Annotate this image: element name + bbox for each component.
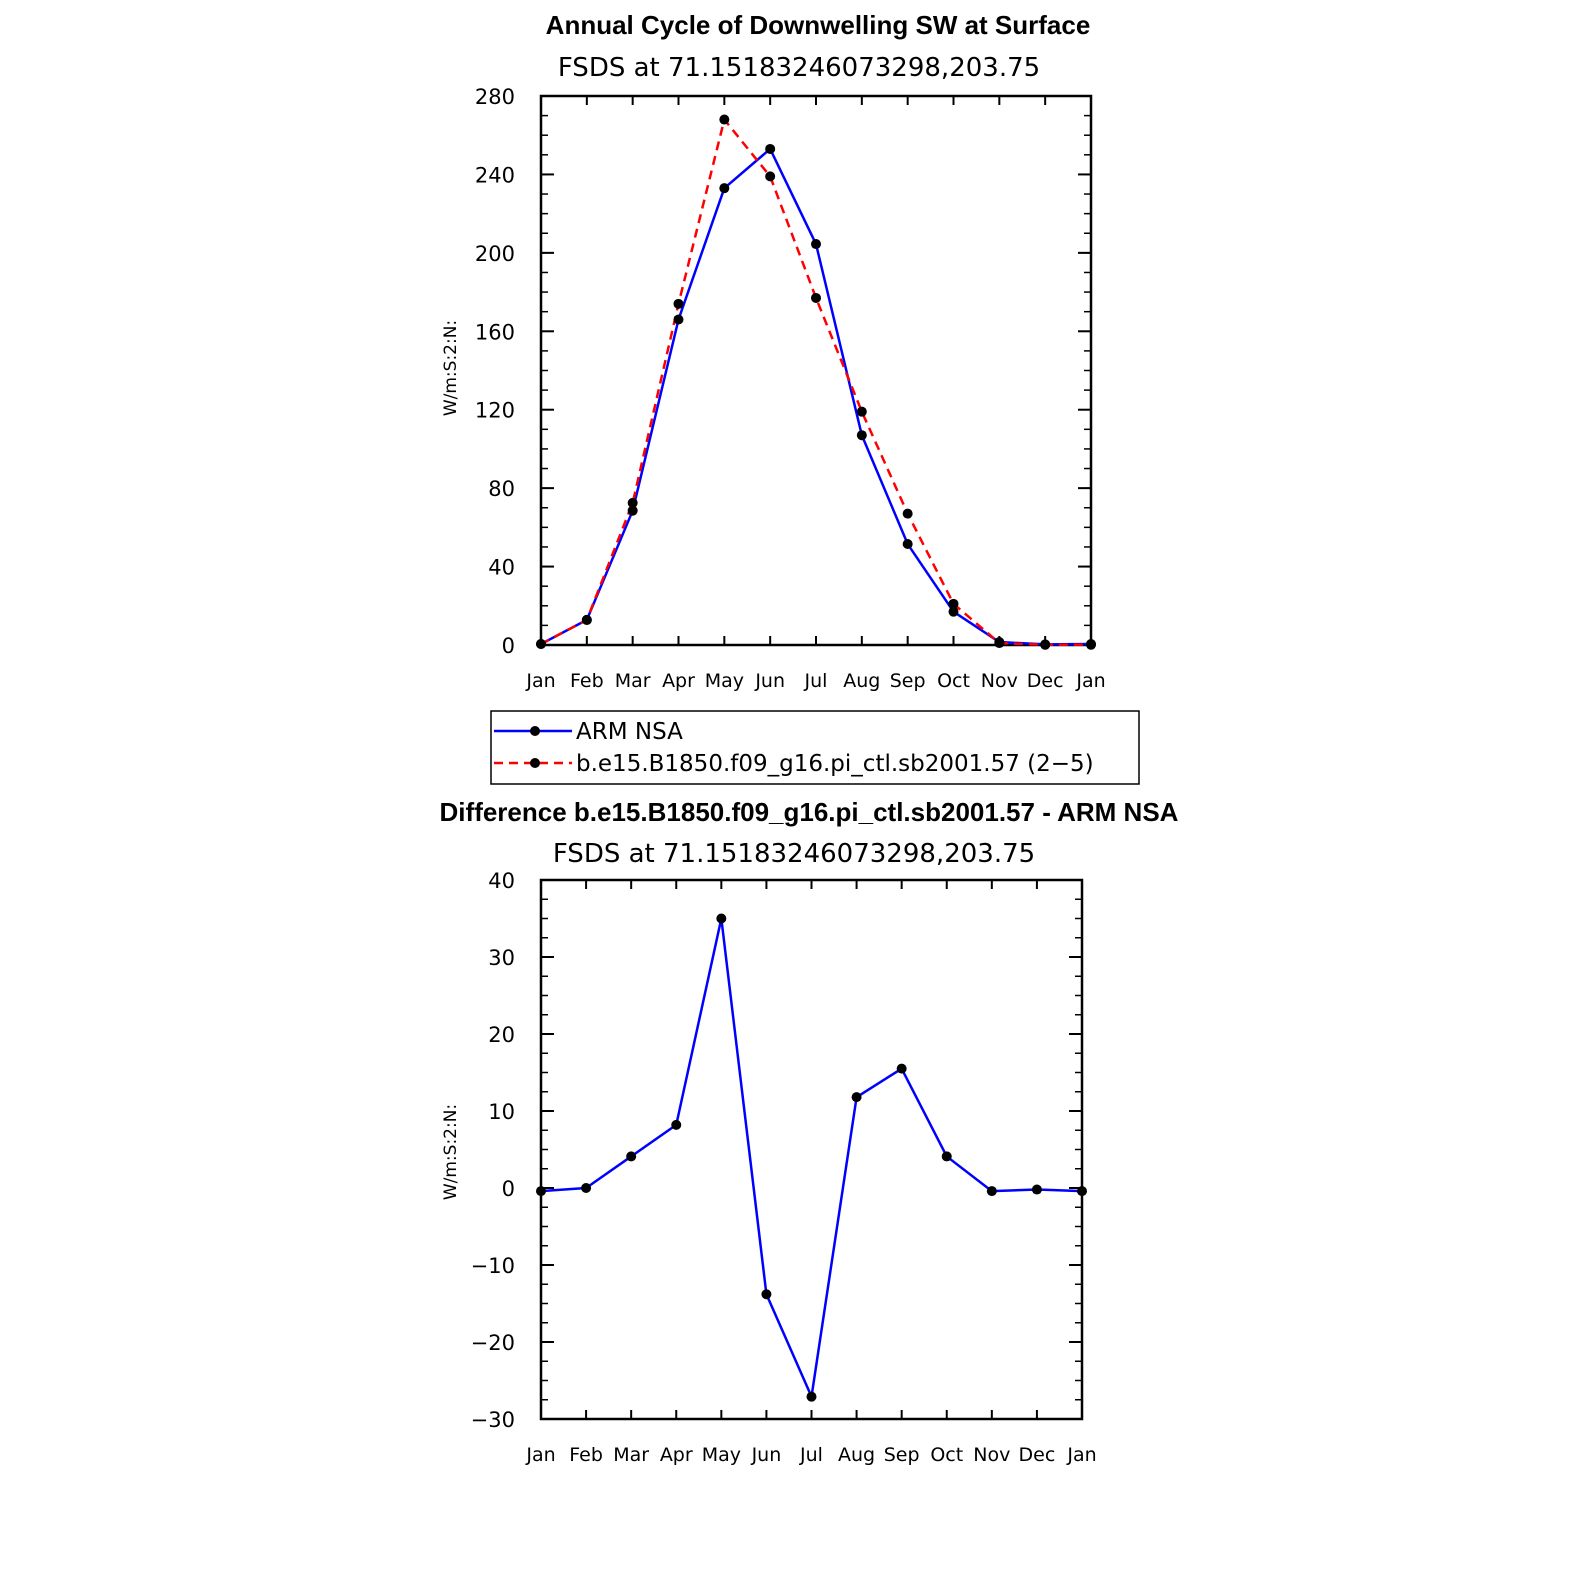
chart1-series-2-point xyxy=(581,614,592,625)
chart2-series-1-point xyxy=(671,1119,682,1130)
chart2-series-1-line xyxy=(540,917,1083,1398)
chart2-frame xyxy=(539,878,1084,1421)
legend-label-series-1: ARM NSA xyxy=(576,719,683,745)
chart1-series-2-point xyxy=(902,508,913,519)
chart1-y-tick-label: 120 xyxy=(475,399,515,423)
chart2-x-tick-label: May xyxy=(702,1444,741,1466)
chart2-title: Difference b.e15.B1850.f09_g16.pi_ctl.sb… xyxy=(440,797,1179,827)
legend-marker-series-2 xyxy=(530,758,540,768)
chart1-x-tick-label: May xyxy=(705,670,744,692)
chart1-x-tick-label: Feb xyxy=(570,670,604,692)
chart1-plot: Jan Feb Mar Apr May Jun Jul Aug Sep Oct Nov Dec Jan 0… xyxy=(475,85,1106,692)
chart2-y-tick-label: 0 xyxy=(502,1177,515,1201)
chart2-y-tick-label: 10 xyxy=(488,1100,515,1124)
chart1-y-tick-label: 40 xyxy=(488,556,515,580)
chart1-y-tick-label: 80 xyxy=(488,477,515,501)
chart2-y-tick-label: −30 xyxy=(471,1408,515,1432)
chart1-x-tick-label: Jan xyxy=(1075,670,1105,692)
chart1-series-2-line xyxy=(540,118,1091,647)
chart2-y-tick-label: 40 xyxy=(488,869,515,893)
chart2-x-tick-label: Jan xyxy=(525,1444,555,1466)
chart2-x-tick-label: Feb xyxy=(569,1444,603,1466)
chart1-series-1-point xyxy=(856,430,867,441)
chart2-x-tick-label: Jul xyxy=(799,1444,823,1466)
chart1-x-tick-label: Dec xyxy=(1027,670,1064,692)
chart1-subtitle: FSDS at 71.15183246073298,203.75 xyxy=(558,53,1040,83)
chart1-y-tick-label: 240 xyxy=(475,163,515,187)
chart1-x-tick-label: Mar xyxy=(615,670,651,692)
chart2-y-tick-label: 20 xyxy=(488,1023,515,1047)
chart2-series-1-point xyxy=(896,1063,907,1074)
chart2-x-tick-label: Dec xyxy=(1019,1444,1056,1466)
chart2-series-1-point xyxy=(986,1186,997,1197)
chart1-y-axis-label: W/m:S:2:N: xyxy=(441,320,461,416)
chart2-y-tick-label: −10 xyxy=(471,1254,515,1278)
legend-label-series-2: b.e15.B1850.f09_g16.pi_ctl.sb2001.57 (2−… xyxy=(576,751,1094,777)
chart1-x-tick-label: Nov xyxy=(981,670,1018,692)
chart1-series-1-point xyxy=(811,239,821,250)
chart2-x-tick-label: Aug xyxy=(838,1444,875,1466)
chart1-series-2-point xyxy=(673,298,684,309)
chart2-series-1-point xyxy=(716,913,727,924)
chart1-series-1-point xyxy=(627,505,638,516)
chart2-y-tick-label: −20 xyxy=(471,1331,515,1355)
chart1-x-tick-label: Apr xyxy=(662,670,695,692)
chart1-series-2-point xyxy=(1040,639,1051,650)
chart1-x-tick-label: Sep xyxy=(890,670,926,692)
legend-box xyxy=(490,710,1140,785)
chart1-y-tick-label: 280 xyxy=(475,85,515,109)
chart2-y-tick-label: 30 xyxy=(488,946,515,970)
legend-marker-series-1 xyxy=(530,726,540,736)
chart2-series-1-point xyxy=(1077,1186,1087,1197)
chart1-y-tick-label: 200 xyxy=(475,242,515,266)
chart1-series-1-point xyxy=(719,183,730,194)
chart2-y-axis-label: W/m:S:2:N: xyxy=(441,1104,461,1200)
chart1-series-2-point xyxy=(765,171,776,182)
chart2-series-1-point xyxy=(761,1289,772,1300)
chart2-plot: Jan Feb Mar Apr May Jun Jul Aug Sep Oct Nov Dec Jan−… xyxy=(471,869,1097,1466)
chart2-series-1-point xyxy=(626,1151,637,1162)
chart1-x-tick-label: Aug xyxy=(843,670,880,692)
chart2-series-1-point xyxy=(851,1092,862,1103)
chart1-series-2-point xyxy=(719,114,730,125)
chart2-x-tick-label: Jun xyxy=(751,1444,782,1466)
chart1-series-1-line xyxy=(540,147,1092,646)
chart2-series-1-point xyxy=(581,1183,592,1193)
chart1-series-2-point xyxy=(1086,639,1096,650)
chart2-series-1-point xyxy=(1031,1184,1042,1195)
chart2-x-tick-label: Mar xyxy=(613,1444,649,1466)
chart1-series-2-point xyxy=(994,638,1005,649)
chart1-series-1-point xyxy=(948,606,959,617)
chart2-series-1-point xyxy=(806,1391,817,1402)
chart2-subtitle: FSDS at 71.15183246073298,203.75 xyxy=(553,839,1035,869)
chart2-series-1-point xyxy=(941,1151,952,1162)
chart1-x-tick-label: Jul xyxy=(804,670,828,692)
chart2-x-tick-label: Jan xyxy=(1066,1444,1096,1466)
chart2-x-tick-label: Apr xyxy=(660,1444,693,1466)
chart1-series-2-point xyxy=(856,406,867,417)
chart1-title: Annual Cycle of Downwelling SW at Surfac… xyxy=(546,10,1091,40)
chart1-series-2-point xyxy=(811,292,821,303)
chart1-series-1-point xyxy=(765,143,776,154)
chart1-legend: ARM NSA b.e15.B1850.f09_g16.pi_ctl.sb200… xyxy=(490,710,1140,785)
chart1-series-2-point xyxy=(627,497,638,508)
chart1-x-tick-label: Jun xyxy=(754,670,785,692)
chart1-series-2-point xyxy=(948,598,959,609)
chart2-x-tick-label: Oct xyxy=(930,1444,963,1466)
chart1-x-tick-label: Oct xyxy=(937,670,970,692)
chart1-x-tick-label: Jan xyxy=(525,670,555,692)
chart1-frame xyxy=(539,94,1093,647)
chart2-series-1-point xyxy=(536,1186,546,1197)
chart2-x-tick-label: Nov xyxy=(973,1444,1010,1466)
chart2-x-tick-label: Sep xyxy=(884,1444,920,1466)
chart1-y-tick-label: 160 xyxy=(475,320,515,344)
chart1-series-1-point xyxy=(673,314,684,325)
chart1-series-2-point xyxy=(536,639,546,650)
chart1-series-1-point xyxy=(902,539,913,550)
chart1-y-tick-label: 0 xyxy=(502,634,515,658)
